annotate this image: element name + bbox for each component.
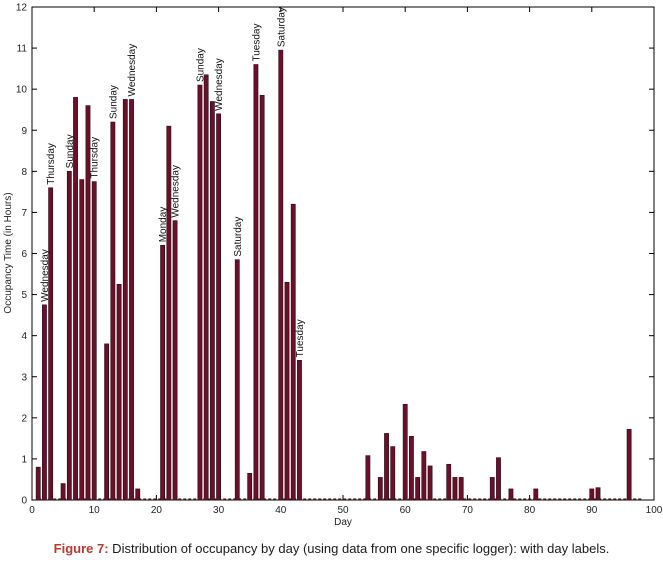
bar-day-91 — [595, 487, 601, 501]
bars — [35, 49, 632, 501]
y-tick-label: 9 — [21, 126, 27, 137]
bar-day-6 — [66, 171, 72, 501]
day-label-thursday: Thursday — [90, 137, 101, 179]
bar-day-9 — [85, 105, 91, 501]
y-tick-label: 1 — [21, 454, 27, 465]
bar-day-37 — [259, 95, 265, 501]
bar-day-10 — [91, 181, 97, 501]
bar-day-54 — [365, 455, 371, 501]
bar-day-64 — [427, 465, 433, 501]
bar-day-22 — [166, 125, 172, 501]
bar-day-96 — [626, 429, 632, 501]
bar-day-29 — [209, 101, 215, 501]
bar-day-40 — [278, 49, 284, 501]
y-tick-label: 4 — [21, 331, 27, 342]
x-axis-label: Day — [334, 517, 352, 528]
bar-day-28 — [203, 74, 209, 501]
x-tick-label: 70 — [462, 505, 474, 516]
x-tick-label: 100 — [646, 505, 663, 516]
day-annotations: Wednesday Thursday Sunday Thursday Sunday Wed… — [40, 7, 306, 357]
bar-day-69 — [458, 477, 464, 501]
x-tick-label: 20 — [151, 505, 163, 516]
day-label-sunday: Sunday — [195, 48, 206, 82]
x-tick-label: 0 — [29, 505, 35, 516]
day-label-sunday: Sunday — [108, 85, 119, 119]
day-label-wednesday: Wednesday — [127, 44, 138, 97]
day-label-thursday: Thursday — [46, 143, 57, 185]
bar-day-16 — [129, 99, 134, 501]
x-tick-label: 40 — [275, 505, 287, 516]
day-label-wednesday: Wednesday — [214, 58, 225, 111]
bar-day-74 — [489, 477, 495, 501]
y-tick-label: 5 — [21, 290, 27, 301]
bar-day-56 — [377, 477, 383, 501]
figure-caption: Figure 7: Distribution of occupancy by d… — [0, 541, 663, 556]
day-label-wednesday: Wednesday — [171, 165, 182, 218]
x-tick-label: 50 — [337, 505, 349, 516]
bar-day-62 — [415, 477, 421, 501]
bar-day-7 — [73, 97, 78, 501]
y-tick-label: 12 — [16, 3, 28, 14]
y-tick-label: 7 — [21, 208, 27, 219]
x-tick-label: 90 — [586, 505, 598, 516]
y-tick-label: 3 — [21, 372, 27, 383]
y-axis-label: Occupancy Time (in Hours) — [3, 192, 14, 313]
bar-day-13 — [110, 121, 116, 501]
x-tick-label: 30 — [213, 505, 225, 516]
x-tick-label: 10 — [89, 505, 101, 516]
figure-caption-label: Figure 7: — [53, 541, 109, 556]
bar-day-8 — [79, 179, 85, 501]
bar-day-57 — [384, 433, 389, 501]
bar-day-3 — [48, 187, 54, 501]
bar-day-67 — [446, 463, 452, 501]
bar-day-41 — [284, 281, 290, 501]
bar-day-15 — [122, 99, 128, 501]
bar-day-81 — [533, 488, 539, 501]
bar-day-90 — [589, 488, 595, 501]
bar-day-61 — [409, 436, 414, 501]
bar-day-60 — [402, 403, 408, 501]
day-label-saturday: Saturday — [276, 7, 287, 47]
bar-day-58 — [390, 446, 396, 501]
bar-day-17 — [135, 488, 141, 501]
y-tick-label: 0 — [21, 496, 27, 507]
day-label-sunday: Sunday — [65, 134, 76, 168]
y-tick-label: 10 — [16, 85, 28, 96]
bar-day-23 — [172, 220, 178, 501]
bar-day-12 — [104, 343, 110, 501]
bar-day-42 — [290, 203, 296, 501]
y-tick-label: 11 — [17, 44, 28, 55]
bar-day-5 — [60, 483, 66, 501]
day-label-tuesday: Tuesday — [295, 319, 306, 357]
bar-day-30 — [216, 113, 221, 501]
bar-day-35 — [247, 472, 253, 501]
bar-day-63 — [421, 451, 427, 501]
y-tick-label: 2 — [21, 413, 27, 424]
y-tick-label: 6 — [21, 249, 27, 260]
bar-day-14 — [116, 284, 122, 501]
bar-day-27 — [197, 84, 203, 501]
bar-day-2 — [42, 304, 47, 501]
bar-day-75 — [496, 457, 501, 501]
x-tick-label: 80 — [524, 505, 536, 516]
day-label-wednesday: Wednesday — [40, 249, 51, 302]
bar-day-21 — [160, 244, 166, 501]
bar-day-33 — [234, 259, 240, 501]
bar-day-77 — [508, 488, 514, 501]
y-tick-label: 8 — [21, 167, 27, 178]
figure-caption-text: Distribution of occupancy by day (using … — [108, 541, 610, 556]
bar-day-68 — [452, 477, 458, 501]
x-tick-label: 60 — [400, 505, 412, 516]
day-label-saturday: Saturday — [233, 217, 244, 257]
bar-day-1 — [35, 466, 41, 501]
day-label-tuesday: Tuesday — [251, 24, 262, 62]
day-label-monday: Monday — [158, 207, 169, 243]
bar-day-43 — [297, 360, 302, 501]
bar-day-36 — [253, 64, 259, 501]
